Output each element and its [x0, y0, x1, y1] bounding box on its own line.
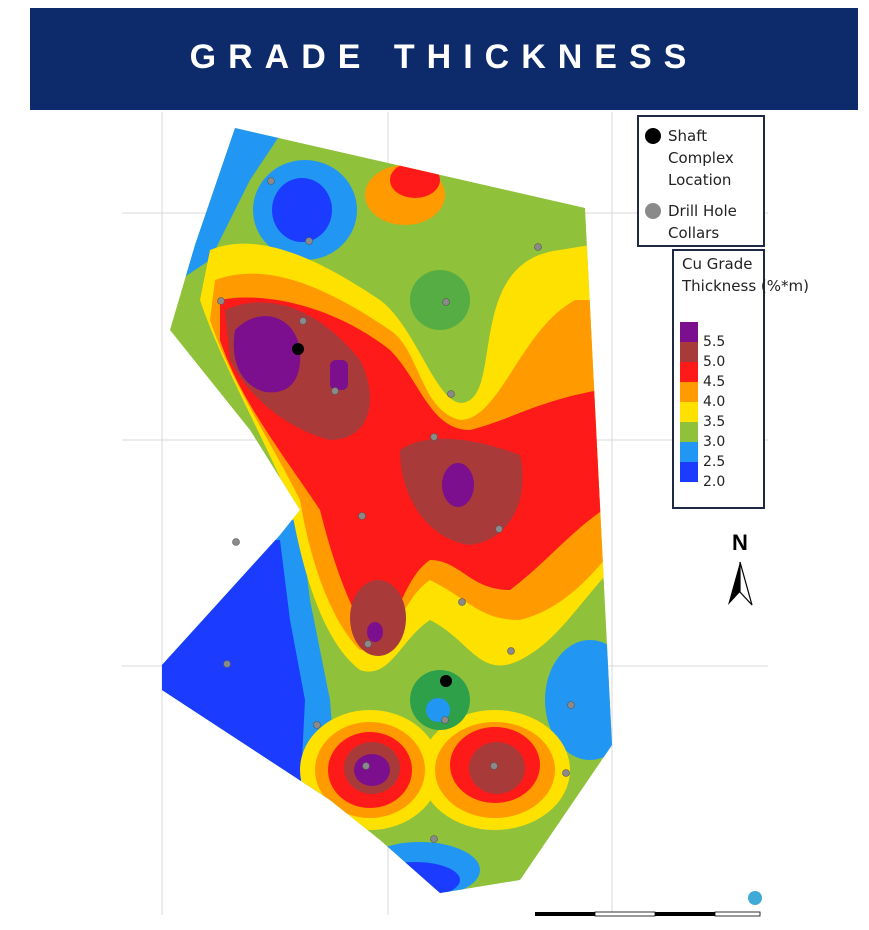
north-arrow: N: [728, 530, 753, 606]
symbol-legend: Shaft Complex Location Drill Hole Collars: [637, 115, 765, 247]
shaft-location: [292, 343, 304, 355]
scale-label: 4.5: [703, 374, 725, 390]
north-label: N: [732, 530, 748, 555]
legend-symbol: [645, 203, 661, 219]
scale-label: 5.5: [703, 334, 725, 350]
scale-label: 3.5: [703, 414, 725, 430]
scale-label: 4.0: [703, 394, 725, 410]
title: GRADE THICKNESS: [189, 38, 699, 76]
scale-bar: [535, 891, 762, 917]
scale-title: Cu Grade Thickness (%*m): [681, 255, 809, 295]
scale-swatch: [680, 382, 698, 402]
scale-swatch: [680, 462, 698, 482]
scale-swatch: [680, 342, 698, 362]
scale-swatch: [680, 442, 698, 462]
scale-label: 2.0: [703, 474, 725, 490]
scale-label: 5.0: [703, 354, 725, 370]
grade-contours: [162, 128, 612, 893]
scale-swatch: [680, 322, 698, 342]
shaft-location: [440, 675, 452, 687]
scale-swatch: [680, 422, 698, 442]
legend-label: Shaft Complex Location: [668, 127, 734, 189]
scale-label: 3.0: [703, 434, 725, 450]
scale-label: 2.5: [703, 454, 725, 470]
drill-holes: [217, 177, 575, 843]
color-scale: Cu Grade Thickness (%*m) 5.5 5.0 4.5 4.0 3.5 3…: [672, 249, 809, 509]
legend-label: Drill Hole Collars: [668, 202, 737, 242]
scale-swatch: [680, 362, 698, 382]
title-banner: GRADE THICKNESS: [30, 8, 858, 110]
scale-swatch: [680, 402, 698, 422]
legend-symbol: [645, 128, 661, 144]
